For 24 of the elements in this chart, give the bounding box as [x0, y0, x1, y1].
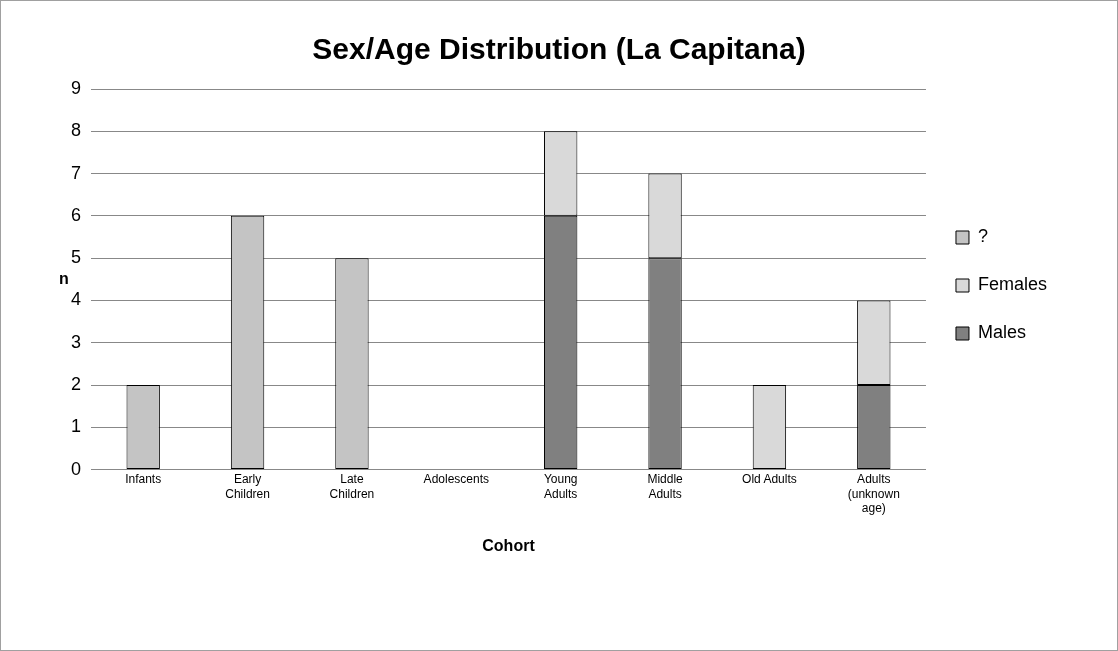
y-tick-label: 9	[71, 77, 82, 98]
y-tick-label: 7	[71, 162, 82, 183]
y-axis-title: n	[59, 269, 69, 287]
legend-label: Males	[977, 322, 1026, 343]
x-tick-label: Early Children	[225, 472, 270, 501]
y-tick-label: 4	[71, 289, 82, 310]
x-tick-label: Infants	[125, 472, 162, 487]
y-tick-label: 5	[71, 247, 82, 268]
x-tick-label: Middle Adults	[647, 472, 684, 501]
y-tick-label: 8	[71, 120, 82, 141]
x-tick-label: Adults (unknown age)	[847, 472, 900, 515]
x-axis-title: Cohort	[482, 536, 536, 554]
y-tick-label: 2	[71, 373, 82, 394]
y-tick-label: 6	[71, 204, 82, 225]
legend-label: ?	[977, 226, 988, 247]
y-tick-label: 1	[71, 416, 82, 437]
y-tick-label: 0	[71, 458, 82, 479]
legend-label: Females	[977, 274, 1048, 295]
x-tick-label: Late Children	[329, 472, 375, 501]
x-tick-label: Young Adults	[543, 472, 578, 501]
x-tick-label: Old Adults	[742, 472, 797, 487]
x-tick-label: Adolescents	[423, 472, 489, 487]
chart-title: Sex/Age Distribution (La Capitana)	[312, 32, 806, 66]
y-tick-label: 3	[71, 331, 82, 352]
